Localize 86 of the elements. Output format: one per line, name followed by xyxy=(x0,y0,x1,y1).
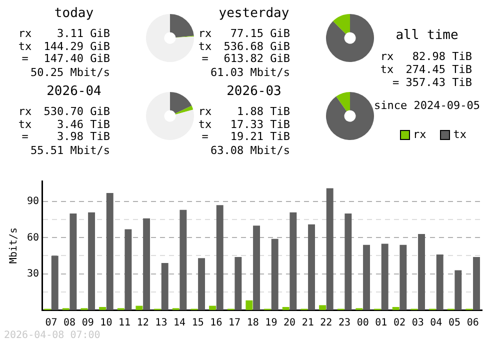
x-tick-label: 08 xyxy=(64,318,76,329)
text: = 357.43 TiB xyxy=(392,76,472,90)
text: 61.03 Mbit/s xyxy=(210,66,290,79)
bar xyxy=(198,258,206,310)
bar xyxy=(319,305,326,310)
bar xyxy=(271,238,278,310)
text: rx 1.88 TiB xyxy=(198,105,290,118)
x-tick-label: 18 xyxy=(246,318,259,329)
bar xyxy=(418,234,425,310)
text: rx 82.98 TiB xyxy=(380,50,472,63)
bar xyxy=(381,244,388,310)
text: = 147.40 GiB xyxy=(22,52,110,65)
x-tick-label: 17 xyxy=(228,318,241,329)
bar xyxy=(106,193,114,310)
bar xyxy=(400,244,407,310)
x-tick-label: 22 xyxy=(320,318,332,329)
x-tick-label: 00 xyxy=(356,318,369,329)
x-tick-label: 20 xyxy=(283,318,296,329)
text: rx 77.15 GiB xyxy=(198,27,290,40)
bar xyxy=(290,212,297,310)
text: 55.51 Mbit/s xyxy=(30,144,110,157)
bar xyxy=(253,226,260,310)
bar xyxy=(326,188,334,310)
x-tick-label: 02 xyxy=(393,318,406,329)
legend-label: tx xyxy=(453,128,466,141)
bar xyxy=(88,212,96,310)
bar xyxy=(234,256,242,310)
x-tick-label: 10 xyxy=(100,318,112,329)
bar xyxy=(436,254,444,310)
bar xyxy=(161,262,168,310)
x-tick-label: 01 xyxy=(375,318,388,329)
text: tx 17.33 TiB xyxy=(198,118,290,130)
chart-title: 2026-04 xyxy=(46,84,102,101)
x-tick-label: 21 xyxy=(302,318,314,329)
x-tick-label: 12 xyxy=(136,318,149,329)
bar xyxy=(70,214,77,310)
text: rx 3.11 GiB xyxy=(18,27,110,40)
text: rx 530.70 GiB xyxy=(18,105,110,118)
text: = 613.82 GiB xyxy=(202,52,290,65)
y-tick-label: 90 xyxy=(26,196,40,208)
text: 63.08 Mbit/s xyxy=(210,144,290,157)
bar xyxy=(246,300,253,310)
bar xyxy=(282,306,290,310)
text: tx 274.45 TiB xyxy=(380,62,472,76)
text: tx 3.46 TiB xyxy=(18,118,110,130)
bar xyxy=(344,214,352,310)
x-tick-label: 14 xyxy=(174,318,186,329)
bar xyxy=(454,270,462,310)
x-tick-label: 19 xyxy=(265,318,278,329)
bar xyxy=(392,306,400,310)
x-tick-label: 23 xyxy=(338,318,351,329)
x-tick-label: 03 xyxy=(412,318,424,329)
text: = 19.21 TiB xyxy=(202,130,290,143)
bar xyxy=(136,306,143,310)
x-tick-label: 09 xyxy=(82,318,94,329)
bar xyxy=(124,229,132,310)
legend-label: rx xyxy=(413,128,426,141)
text: all time xyxy=(394,28,460,43)
bar xyxy=(143,218,150,310)
x-tick-label: 05 xyxy=(448,318,461,329)
text: tx 536.68 GiB xyxy=(198,40,290,53)
x-tick-label: 16 xyxy=(210,318,222,329)
x-tick-label: 06 xyxy=(466,318,479,329)
y-tick-label: 60 xyxy=(26,232,40,244)
text: 50.25 Mbit/s xyxy=(30,66,110,79)
x-tick-label: 07 xyxy=(45,318,58,329)
x-tick-label: 04 xyxy=(430,318,442,329)
bar xyxy=(99,306,106,310)
bar xyxy=(51,256,58,310)
x-tick-label: 11 xyxy=(118,318,131,329)
y-axis-title: Mbit/s xyxy=(8,227,20,264)
text: tx 144.29 GiB xyxy=(18,40,110,53)
y-tick-label: 30 xyxy=(26,268,40,280)
bar xyxy=(216,205,224,310)
chart-title: today xyxy=(53,6,95,23)
x-tick-label: 15 xyxy=(192,318,204,329)
text: = 3.98 TiB xyxy=(22,130,110,143)
bar xyxy=(473,256,480,310)
bar xyxy=(209,306,216,310)
x-tick-label: 13 xyxy=(155,318,168,329)
chart-title: 2026-03 xyxy=(226,84,282,101)
bar xyxy=(180,210,187,310)
text: since 2024-09-05 xyxy=(373,98,481,112)
chart-title: yesterday xyxy=(218,6,290,23)
bar xyxy=(363,244,370,310)
bar xyxy=(308,224,315,310)
